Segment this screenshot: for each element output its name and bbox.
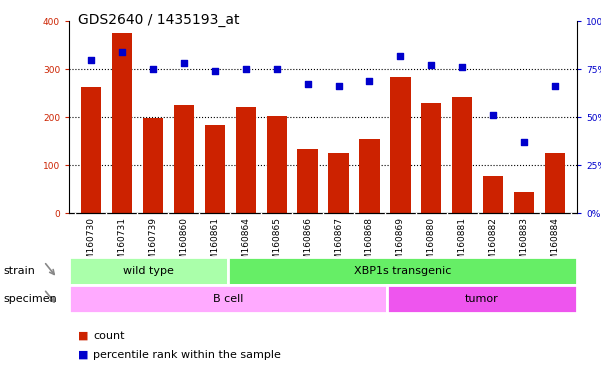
Bar [142, 118, 163, 213]
Text: GSM160882: GSM160882 [489, 217, 498, 271]
Bar [514, 192, 534, 213]
Text: GSM160884: GSM160884 [551, 217, 560, 271]
Bar [228, 257, 577, 285]
Bar [204, 125, 225, 213]
Text: GSM160865: GSM160865 [272, 217, 281, 271]
Bar [386, 285, 577, 313]
Point [427, 62, 436, 68]
Point [334, 83, 343, 89]
Point [365, 78, 374, 84]
Bar [297, 149, 317, 213]
Text: GSM160883: GSM160883 [520, 217, 529, 271]
Text: GSM160867: GSM160867 [334, 217, 343, 271]
Bar [236, 107, 255, 213]
Point [241, 66, 251, 72]
Point [489, 112, 498, 118]
Text: count: count [93, 331, 124, 341]
Bar [453, 97, 472, 213]
Point [457, 64, 467, 70]
Point [86, 56, 96, 63]
Point [395, 53, 405, 59]
Text: GSM160866: GSM160866 [303, 217, 312, 271]
Text: ■: ■ [78, 331, 88, 341]
Bar [391, 77, 410, 213]
Point [117, 49, 127, 55]
Text: tumor: tumor [465, 294, 499, 304]
Bar [69, 257, 228, 285]
Text: GSM160880: GSM160880 [427, 217, 436, 271]
Text: GSM160739: GSM160739 [148, 217, 157, 271]
Text: GSM160868: GSM160868 [365, 217, 374, 271]
Text: GDS2640 / 1435193_at: GDS2640 / 1435193_at [78, 13, 240, 27]
Text: ■: ■ [78, 350, 88, 360]
Point [303, 81, 313, 88]
Bar [421, 103, 442, 213]
Point [210, 68, 219, 74]
Text: GSM160881: GSM160881 [458, 217, 467, 271]
Text: percentile rank within the sample: percentile rank within the sample [93, 350, 281, 360]
Text: GSM160731: GSM160731 [117, 217, 126, 271]
Bar [174, 105, 194, 213]
Text: specimen: specimen [3, 294, 56, 304]
Text: wild type: wild type [123, 266, 174, 276]
Bar [81, 87, 101, 213]
Text: B cell: B cell [213, 294, 243, 304]
Text: GSM160864: GSM160864 [241, 217, 250, 271]
Text: GSM160860: GSM160860 [179, 217, 188, 271]
Bar [112, 33, 132, 213]
Text: GSM160861: GSM160861 [210, 217, 219, 271]
Text: GSM160869: GSM160869 [396, 217, 405, 271]
Point [551, 83, 560, 89]
Point [519, 139, 529, 145]
Text: strain: strain [3, 266, 35, 276]
Point [272, 66, 281, 72]
Bar [545, 153, 566, 213]
Point [179, 60, 189, 66]
Bar [69, 285, 386, 313]
Text: XBP1s transgenic: XBP1s transgenic [354, 266, 451, 276]
Bar [483, 176, 504, 213]
Point [148, 66, 157, 72]
Text: GSM160730: GSM160730 [87, 217, 96, 271]
Bar [359, 139, 380, 213]
Bar [329, 153, 349, 213]
Bar [266, 116, 287, 213]
